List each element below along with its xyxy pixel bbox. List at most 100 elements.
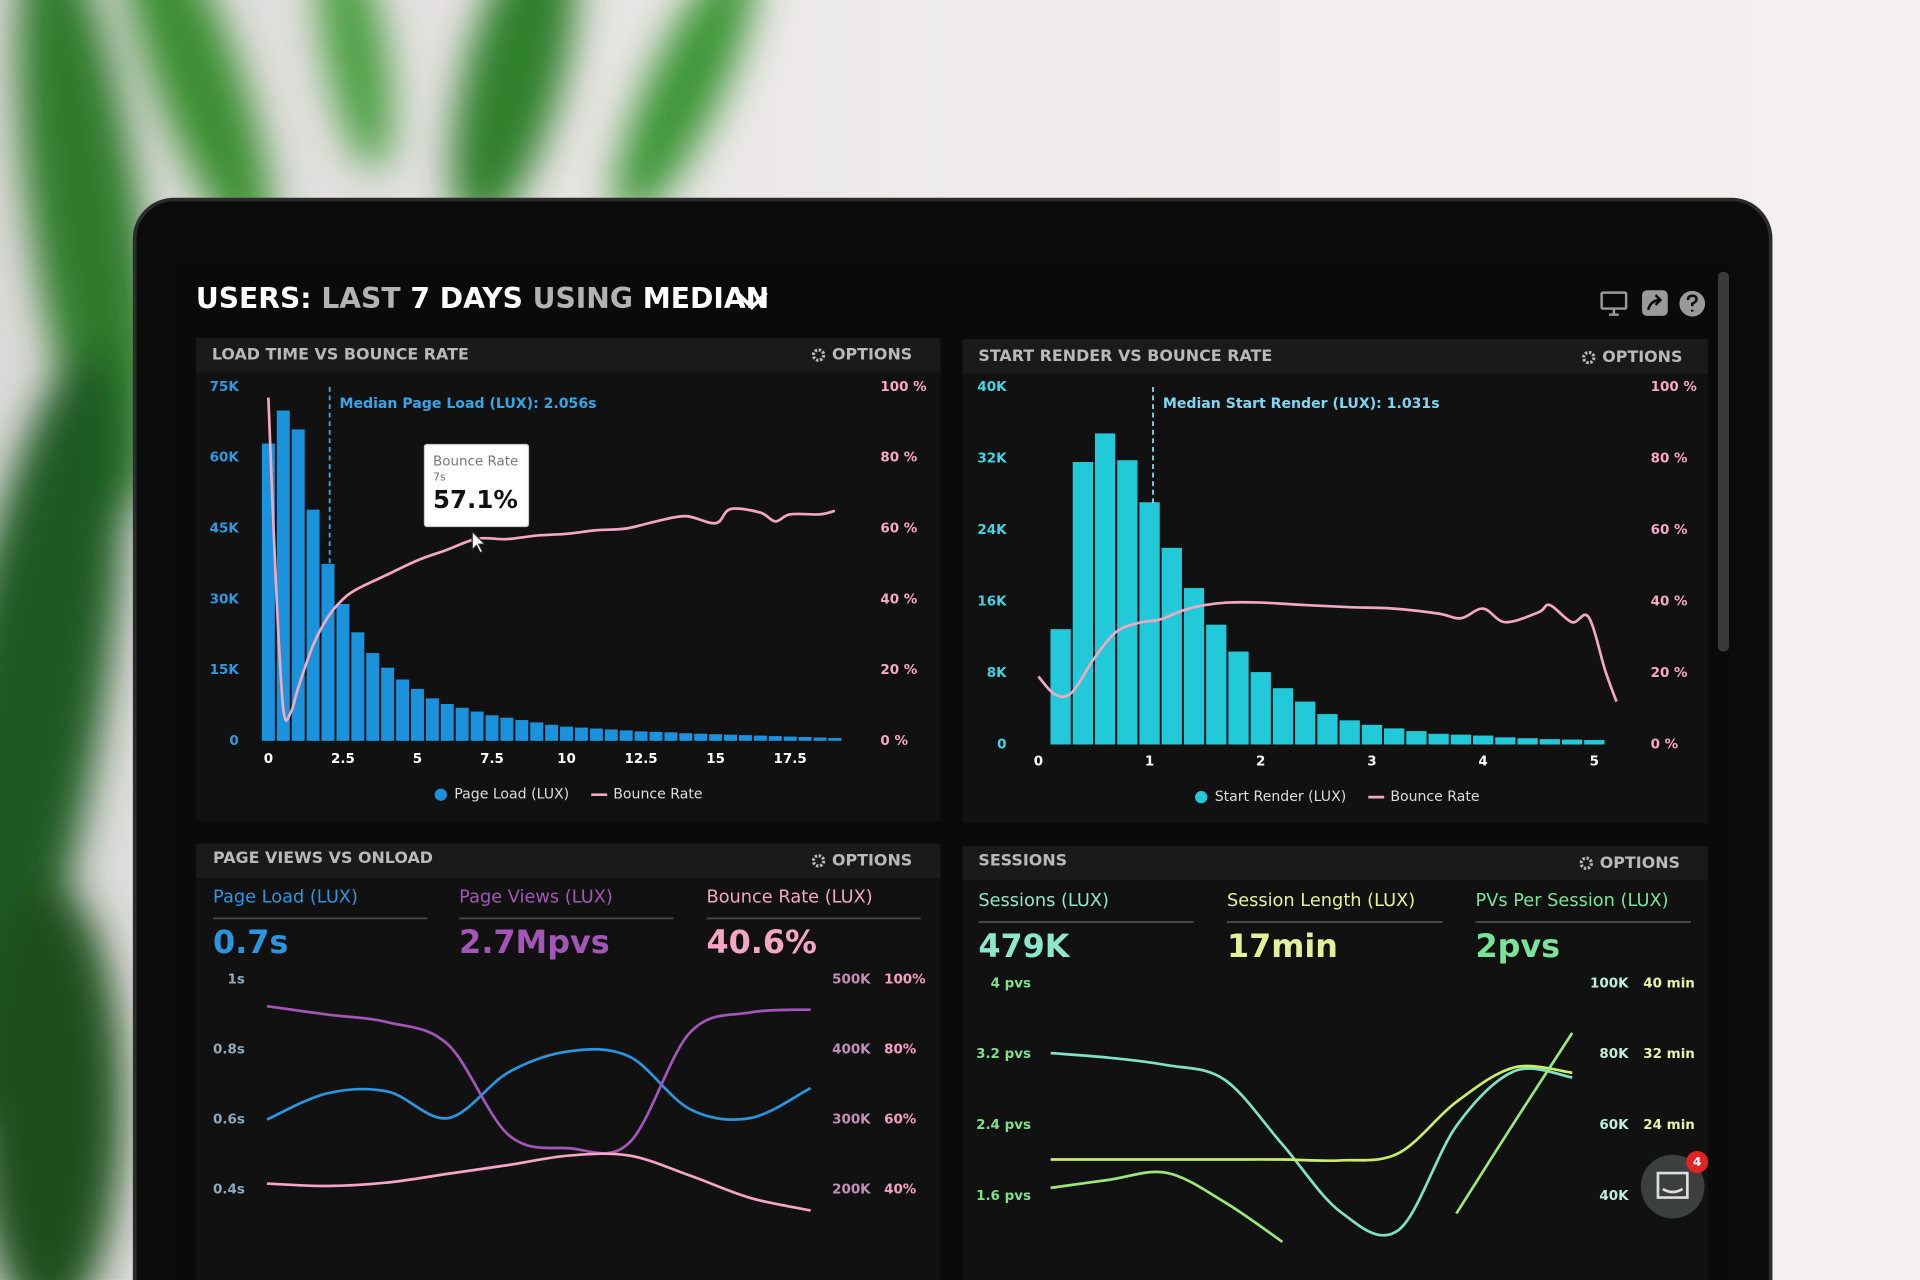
histogram-bar: [351, 632, 365, 741]
stat-label: Page Views (LUX): [459, 888, 613, 908]
share-arrow: [1646, 294, 1663, 311]
series-line: [1050, 1064, 1573, 1163]
histogram-bar: [1295, 701, 1316, 745]
histogram-bar: [768, 736, 782, 741]
panel-header: [195, 337, 941, 373]
panel: START RENDER VS BOUNCE RATE OPTIONS 0 8K 16K…: [962, 339, 1709, 823]
y-tick-label: 0: [229, 734, 238, 749]
histogram-bar: [828, 737, 842, 741]
histogram-bar: [1206, 624, 1227, 745]
legend-label: Bounce Rate: [613, 787, 702, 803]
y2-tick-label: 60 %: [880, 521, 917, 536]
stat-label: Page Load (LUX): [213, 888, 358, 908]
gear-icon: [811, 854, 826, 868]
histogram-bar: [1428, 733, 1449, 745]
y2-tick-label: 60K: [1599, 1118, 1629, 1133]
y2-tick-label: 20 %: [1651, 666, 1688, 681]
y-tick-label: 15K: [210, 663, 240, 678]
x-tick-label: 1: [1145, 755, 1154, 770]
cursor: [471, 529, 487, 554]
histogram-bar: [664, 732, 678, 741]
gear-icon: [811, 348, 826, 362]
median-label: Median Page Load (LUX): 2.056s: [339, 396, 596, 412]
series-line: [1455, 1032, 1574, 1215]
y-tick-label: 32K: [977, 451, 1007, 466]
histogram-bar: [1317, 714, 1338, 745]
histogram-bar: [1161, 547, 1182, 745]
histogram-bar: [649, 731, 663, 741]
y-tick-label: 60K: [210, 451, 240, 466]
panel-title: SESSIONS: [978, 850, 1067, 869]
title-part: USERS:: [196, 282, 312, 315]
stat-label: Bounce Rate (LUX): [707, 888, 873, 908]
plant: [0, 0, 757, 1280]
histogram-bar: [381, 667, 395, 741]
options-button[interactable]: OPTIONS: [1600, 853, 1680, 872]
histogram-bar: [1072, 462, 1094, 745]
options-button[interactable]: OPTIONS: [832, 345, 912, 364]
histogram-bar: [1361, 724, 1383, 745]
histogram-bar: [425, 698, 439, 741]
histogram-bar: [1250, 672, 1271, 745]
series-line: [1037, 600, 1618, 703]
legend-label: Start Render (LUX): [1215, 789, 1347, 805]
y-tick-label: 0: [997, 737, 1006, 752]
help-mark: [1686, 294, 1698, 312]
histogram-bar: [738, 735, 752, 741]
display-icon-stand: [1608, 308, 1619, 316]
chat-icon: [1656, 1171, 1689, 1199]
y-tick-label: 75K: [210, 380, 240, 395]
histogram-bar: [1272, 688, 1294, 745]
chat-button[interactable]: 4: [1640, 1151, 1709, 1219]
histogram-bar: [515, 720, 529, 741]
tooltip-box: [423, 443, 530, 528]
histogram-bar: [1117, 460, 1138, 745]
histogram-bar: [753, 735, 767, 741]
x-tick-label: 10: [557, 752, 576, 767]
histogram-bar: [321, 563, 335, 741]
histogram-bar: [813, 737, 827, 741]
badge-count: 4: [1693, 1155, 1702, 1169]
series-line: [266, 1004, 811, 1155]
dropdown-chevron[interactable]: [735, 291, 768, 310]
scrollbar[interactable]: [1717, 271, 1729, 652]
histogram-bar: [530, 722, 544, 741]
toolbar-icons: [1600, 290, 1706, 317]
histogram-bar: [1495, 737, 1516, 745]
y2-tick-label: 200K: [832, 1183, 871, 1198]
y3-tick-label: 60%: [884, 1113, 917, 1128]
options-button[interactable]: OPTIONS: [832, 850, 912, 869]
histogram-bar: [276, 410, 290, 741]
stat-value: 2pvs: [1476, 927, 1561, 965]
histogram-bar: [455, 707, 469, 741]
panel-background: [195, 843, 941, 1280]
x-tick-label: 5: [413, 752, 422, 767]
histogram-bar: [574, 727, 588, 741]
y-tick-label: 4 pvs: [991, 976, 1031, 991]
dashboard-title[interactable]: USERS: LAST 7 DAYS USING MEDIAN: [196, 282, 769, 315]
y-tick-label: 0.8s: [213, 1043, 245, 1058]
histogram-bar: [545, 724, 559, 741]
share-icon[interactable]: [1642, 290, 1668, 316]
options-button[interactable]: OPTIONS: [1602, 347, 1682, 366]
x-tick-label: 2: [1256, 755, 1265, 770]
legend-dot: [434, 788, 447, 801]
histogram-bar: [1450, 734, 1472, 745]
y2-tick-label: 300K: [832, 1113, 871, 1128]
histogram-bar: [470, 711, 484, 741]
x-tick-label: 4: [1478, 755, 1487, 770]
tooltip-x: 7s: [433, 471, 446, 484]
histogram-bar: [410, 688, 424, 741]
histogram-bar: [1384, 728, 1405, 745]
histogram-bar: [291, 429, 305, 741]
histogram-bar: [1094, 433, 1116, 745]
stat-value: 479K: [978, 927, 1070, 965]
tooltip-value: 57.1%: [433, 485, 518, 514]
y2-tick-label: 0 %: [1651, 737, 1679, 752]
histogram-bar: [560, 726, 574, 741]
x-tick-label: 15: [706, 752, 725, 767]
legend-label: Bounce Rate: [1390, 789, 1479, 805]
x-tick-label: 17.5: [774, 752, 807, 767]
